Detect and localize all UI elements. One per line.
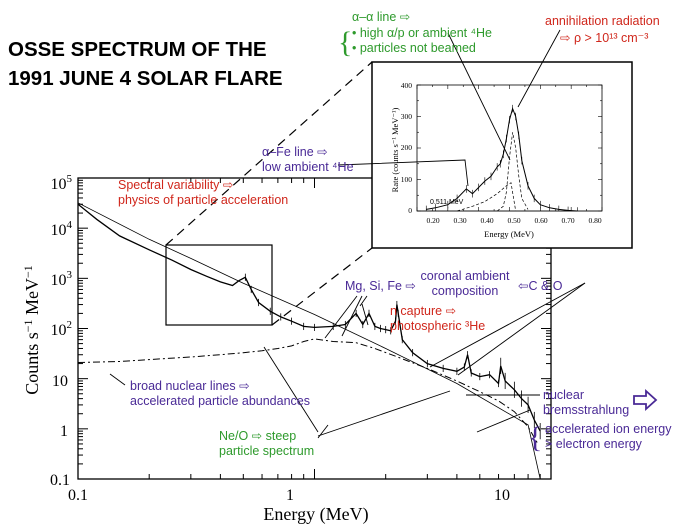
annotation-ion-energy-line1: accelerated ion energy [545, 422, 672, 436]
inset-y-tick-100: 100 [401, 175, 413, 184]
inset-series-annihilation-fit [496, 132, 529, 212]
annotation-nuclear-bremsstrahlung-line2: bremsstrahlung [543, 403, 629, 417]
inset-x-tick-0.80: 0.80 [588, 216, 601, 225]
annotation-n-capture-line1: n capture ⇨ [390, 304, 457, 318]
x-tick-label-0.1: 0.1 [68, 487, 88, 504]
inset-y-tick-300: 300 [401, 112, 413, 121]
inset-error-bars [425, 104, 578, 211]
annotation-spectral-variability-line1: Spectral variability ⇨ [118, 178, 234, 192]
zoom-connector-bottom [271, 247, 373, 326]
annotation-nuclear-bremsstrahlung-line1: nuclear [543, 388, 584, 402]
annotation-alpha-alpha-line1: α–α line ⇨ [352, 10, 411, 24]
error-bars [244, 273, 541, 440]
y-tick-label-10: 10 [52, 373, 68, 390]
annotation-alpha-alpha-line2: • high α/p or ambient ⁴He [352, 26, 492, 40]
x-tick-label-10: 10 [494, 487, 510, 504]
y-tick-label-1e4: 104 [51, 219, 73, 239]
annotation-mg-si-fe: Mg, Si, Fe ⇨ [345, 279, 416, 293]
annotation-leaders [109, 29, 586, 439]
annotation-n-capture-line2: photospheric ³He [390, 319, 485, 333]
chart-title-line2: 1991 JUNE 4 SOLAR FLARE [8, 67, 283, 90]
annotation-coronal-line2: composition [432, 284, 499, 298]
annotation-annihilation-line2: ⇨ ρ > 10¹³ cm⁻³ [560, 31, 648, 45]
inset-series-continuum-fit [456, 182, 517, 212]
y-tick-label-0.1: 0.1 [50, 472, 70, 489]
inset-x-tick-0.60: 0.60 [534, 216, 547, 225]
annotation-alpha-fe-line2: low ambient ⁴He [262, 160, 354, 174]
annotation-spectral-variability-line2: physics of particle acceleration [118, 193, 288, 207]
brace-alpha-alpha: { [338, 26, 352, 59]
inset-y-tick-0: 0 [408, 206, 412, 215]
annotation-alpha-fe-line1: α–Fe line ⇨ [262, 145, 328, 159]
annotation-coronal-line1: coronal ambient [421, 269, 510, 283]
y-tick-label-1e3: 103 [51, 269, 73, 289]
annotation-ne-o-line1: Ne/O ⇨ steep [219, 429, 296, 443]
annotation-alpha-alpha-line3: • particles not beamed [352, 41, 476, 55]
y-tick-label-1e2: 102 [51, 319, 73, 339]
annotation-ne-o-line2: particle spectrum [219, 444, 314, 458]
inset-frame [371, 61, 633, 249]
inset-y-tick-400: 400 [401, 81, 413, 90]
series-observed-spectrum [78, 203, 541, 432]
zoom-connector-top [165, 61, 373, 246]
inset-note: 0.511 MeV [430, 199, 464, 206]
annotation-c-o: ⇦C & O [518, 279, 563, 293]
inset-x-axis-label: Energy (MeV) [484, 229, 534, 239]
y-tick-label-1e5: 105 [51, 173, 73, 193]
annotation-broad-nuclear-line2: accelerated particle abundances [130, 394, 310, 408]
annotation-annihilation-line1: annihilation radiation [545, 14, 660, 28]
inset-x-tick-0.70: 0.70 [561, 216, 574, 225]
brace-ion-electron: { [528, 421, 542, 454]
bremsstrahlung-arrow-icon [633, 388, 658, 412]
annotation-ion-energy-line2: > electron energy [545, 437, 643, 451]
zoom-region-box [165, 244, 273, 326]
inset-x-tick-0.50: 0.50 [507, 216, 520, 225]
inset-x-tick-0.20: 0.20 [426, 216, 439, 225]
chart-title-line1: OSSE SPECTRUM OF THE [8, 38, 267, 61]
y-axis-label: Counts s−1 MeV−1 [21, 265, 42, 395]
series-bremsstrahlung-powerlaw [78, 202, 541, 479]
x-tick-label-1: 1 [286, 487, 294, 504]
x-axis-label: Energy (MeV) [263, 504, 368, 525]
inset-panel: 0.511 MeV 0 100 200 300 400 0.20 0.30 0.… [371, 61, 633, 249]
y-tick-label-1: 1 [60, 423, 68, 440]
series-broad-nuclear-lines [78, 338, 539, 445]
inset-y-axis-label: Rate (counts s⁻¹ MeV⁻¹) [390, 108, 400, 193]
inset-x-tick-0.40: 0.40 [480, 216, 493, 225]
annotation-broad-nuclear-line1: broad nuclear lines ⇨ [130, 379, 250, 393]
inset-x-tick-0.30: 0.30 [453, 216, 466, 225]
inset-y-tick-200: 200 [401, 143, 413, 152]
